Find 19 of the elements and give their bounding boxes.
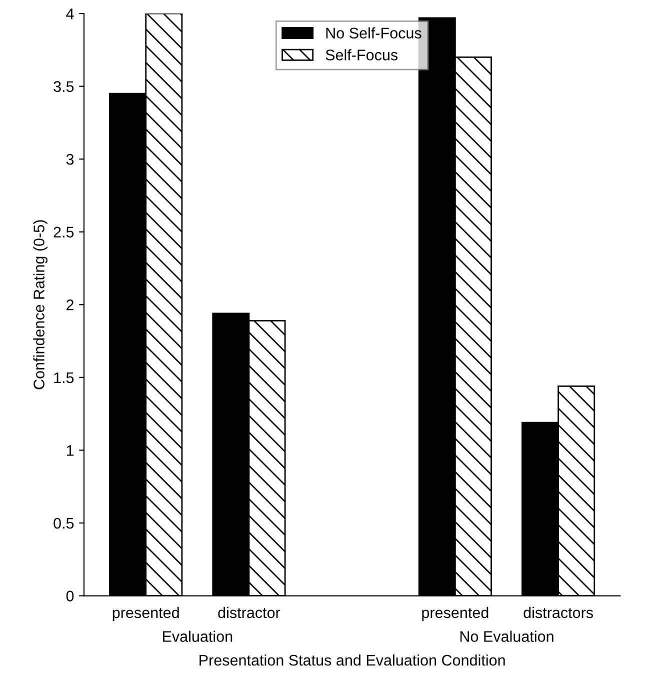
legend-label: No Self-Focus xyxy=(326,27,422,39)
y-tick-label: 0 xyxy=(66,590,74,602)
text: No Evaluation xyxy=(460,630,554,642)
y-tick-label: 1.5 xyxy=(54,372,74,384)
legend-label: Self-Focus xyxy=(326,49,398,60)
y-tick-label: 3.5 xyxy=(54,81,74,92)
y-tick-label: 2.5 xyxy=(54,226,74,238)
y-tick-label: 4 xyxy=(66,8,74,20)
y-tick-label: 2 xyxy=(66,300,74,310)
x-tick-label: distractor xyxy=(218,606,280,618)
y-axis-title: Confindence Rating (0-5) xyxy=(33,220,48,390)
text: Evaluation xyxy=(162,630,232,642)
y-tick-label: 1 xyxy=(66,445,74,456)
x-tick-label: presented xyxy=(422,606,488,622)
y-tick-label: 0.5 xyxy=(54,518,74,529)
y-tick-label: 3 xyxy=(66,154,74,165)
x-tick-label: presented xyxy=(112,606,179,622)
x-axis-title: Presentation Status and Evaluation Condition xyxy=(200,654,505,666)
x-tick-label: distractors xyxy=(524,606,593,618)
